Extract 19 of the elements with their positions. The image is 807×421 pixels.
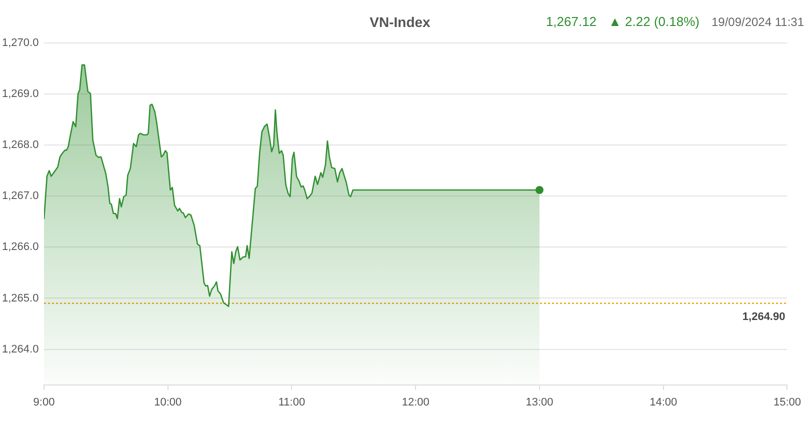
y-tick-label: 1,269.0: [2, 88, 39, 100]
text: 19/09/2024 11:31: [711, 15, 804, 29]
x-tick-label: 9:00: [33, 396, 55, 409]
x-tick-label: 14:00: [650, 396, 678, 409]
text: 1,267.12: [546, 14, 597, 29]
y-tick-label: 1,264.0: [2, 343, 39, 356]
x-tick-label: 11:00: [278, 396, 306, 409]
y-tick-label: 1,268.0: [2, 139, 39, 152]
x-tick-label: 10:00: [154, 396, 182, 409]
x-tick-label: 12:00: [402, 396, 430, 409]
y-tick-label: 1,265.0: [2, 292, 39, 304]
x-tick-label: 13:00: [526, 396, 554, 409]
chart-title: VN-Index: [370, 14, 430, 30]
y-tick-label: 1,267.0: [2, 190, 39, 202]
y-tick-label: 1,266.0: [2, 241, 39, 254]
y-tick-label: 1,270.0: [2, 37, 39, 50]
ref-line-label: 1,264.90: [742, 310, 786, 323]
x-tick-label: 15:00: [773, 396, 801, 409]
text: ▲ 2.22 (0.18%): [608, 14, 700, 29]
